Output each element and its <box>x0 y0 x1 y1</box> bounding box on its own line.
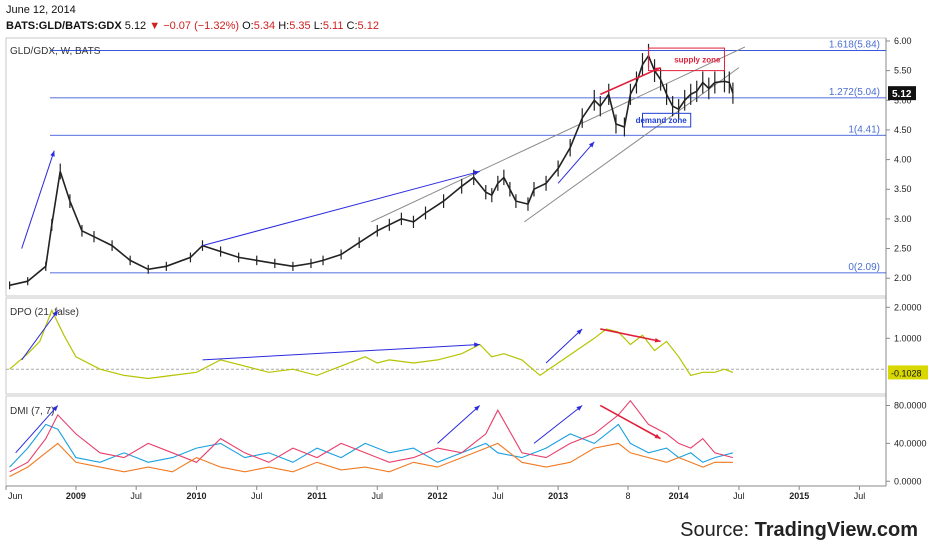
time-tick-label: Jul <box>251 491 263 501</box>
price-tick-label: 3.50 <box>894 184 912 194</box>
dmi-arrow-head <box>576 405 583 411</box>
price-tick-label: 4.50 <box>894 125 912 135</box>
dpo-value-tag <box>888 365 928 380</box>
open-label: O: <box>242 20 254 32</box>
price-change: ▼ −0.07 (−1.32%) <box>149 20 240 32</box>
price-arrow-head <box>588 141 595 148</box>
dpo-arrow <box>21 310 59 361</box>
time-tick-label: 2013 <box>548 491 568 501</box>
dmi-arrow-head <box>52 405 58 412</box>
fib-level-label: 1.272(5.04) <box>829 87 880 98</box>
time-tick-label: 2012 <box>428 491 448 501</box>
time-tick-label: 2014 <box>669 491 689 501</box>
dmi-arrow <box>533 405 583 444</box>
dpo-arrow-head <box>576 328 583 335</box>
price-tick-label: 3.00 <box>894 214 912 224</box>
dpo-arrow-red-head <box>654 338 661 343</box>
price-arrow <box>21 150 55 249</box>
last-price: 5.12 <box>124 20 147 32</box>
fib-level-label: 1.618(5.84) <box>829 39 880 50</box>
symbol-line: BATS:GLD/BATS:GDX 5.12 ▼ −0.07 (−1.32%) … <box>6 20 379 32</box>
chart-date: June 12, 2014 <box>6 4 76 16</box>
price-arrow-red-head <box>654 67 661 72</box>
time-tick-label: 2015 <box>789 491 809 501</box>
dpo-line <box>9 308 734 380</box>
dpo-arrow-head <box>52 310 58 317</box>
price-arrow <box>202 170 480 247</box>
open-value: 5.34 <box>253 20 276 32</box>
time-tick-label: Jul <box>733 491 745 501</box>
high-value: 5.35 <box>289 20 311 32</box>
price-pane-title: GLD/GDX, W, BATS <box>10 46 101 57</box>
price-tick-label: 2.00 <box>894 273 912 283</box>
dmi-arrow <box>15 405 59 454</box>
price-tick-label: 4.00 <box>894 155 912 165</box>
close-value: 5.12 <box>357 20 379 32</box>
demand-zone-box <box>641 112 692 128</box>
price-tick-label: 5.50 <box>894 66 912 76</box>
time-tick-label: 8 <box>626 491 631 501</box>
price-tick-label: 6.00 <box>894 36 912 46</box>
time-tick-label: 2009 <box>66 491 86 501</box>
dmi-arrow <box>437 405 481 444</box>
price-arrow-head <box>473 170 480 176</box>
pane-border <box>5 395 887 487</box>
dmi-pane-title: DMI (7, 7) <box>10 406 54 417</box>
dpo-arrow-red <box>600 328 661 343</box>
dmi-tick-label: 40.0000 <box>894 438 927 448</box>
dmi-series-line <box>9 442 733 477</box>
dpo-arrow-head <box>474 342 480 348</box>
demand-zone-label: demand zone <box>636 116 688 125</box>
price-arrow-red <box>599 66 661 96</box>
price-line <box>9 54 734 287</box>
channel-upper-line <box>371 46 746 223</box>
fib-level-label: 1(4.41) <box>848 124 880 135</box>
source-credit: Source: TradingView.com <box>680 519 918 542</box>
dmi-arrow-red-head <box>654 433 661 439</box>
pane-border <box>5 37 887 297</box>
time-tick-label: Jul <box>130 491 142 501</box>
source-brand: TradingView.com <box>754 519 918 541</box>
dpo-tick-label: 2.0000 <box>894 302 922 312</box>
price-arrow <box>557 141 595 184</box>
high-label: H: <box>278 20 290 32</box>
supply-zone-box <box>648 47 725 72</box>
dmi-arrow-head <box>474 405 480 411</box>
dmi-tick-label: 0.0000 <box>894 476 922 486</box>
dpo-arrow <box>545 328 583 364</box>
fib-level-label: 0(2.09) <box>848 262 880 273</box>
dmi-tick-label: 80.0000 <box>894 400 927 410</box>
price-tick-label: 2.50 <box>894 244 912 254</box>
time-tick-label: 2011 <box>307 491 327 501</box>
time-tick-label: Jun <box>8 491 23 501</box>
time-tick-label: Jul <box>492 491 504 501</box>
time-tick-label: Jul <box>854 491 866 501</box>
price-tick-label: 5.00 <box>894 95 912 105</box>
dmi-series-line <box>9 399 734 473</box>
low-value: 5.11 <box>322 20 344 32</box>
symbol-name[interactable]: BATS:GLD/BATS:GDX <box>6 20 122 32</box>
last-price-tag <box>888 86 916 101</box>
dpo-arrow <box>202 343 480 361</box>
dmi-arrow-red <box>599 404 661 440</box>
dpo-pane-title: DPO (21, false) <box>10 307 79 318</box>
price-series <box>9 43 734 290</box>
close-label: C: <box>346 20 358 32</box>
time-tick-label: 2010 <box>186 491 206 501</box>
dpo-tick-label: 1.0000 <box>894 333 922 343</box>
dpo-value-tag-label: -0.1028 <box>891 368 922 378</box>
last-price-tag-label: 5.12 <box>892 89 912 100</box>
dmi-series-line <box>9 423 734 468</box>
time-tick-label: Jul <box>372 491 384 501</box>
supply-zone-label: supply zone <box>674 55 721 64</box>
price-arrow-head <box>50 150 55 157</box>
source-prefix: Source: <box>680 519 755 541</box>
low-label: L: <box>313 20 323 32</box>
